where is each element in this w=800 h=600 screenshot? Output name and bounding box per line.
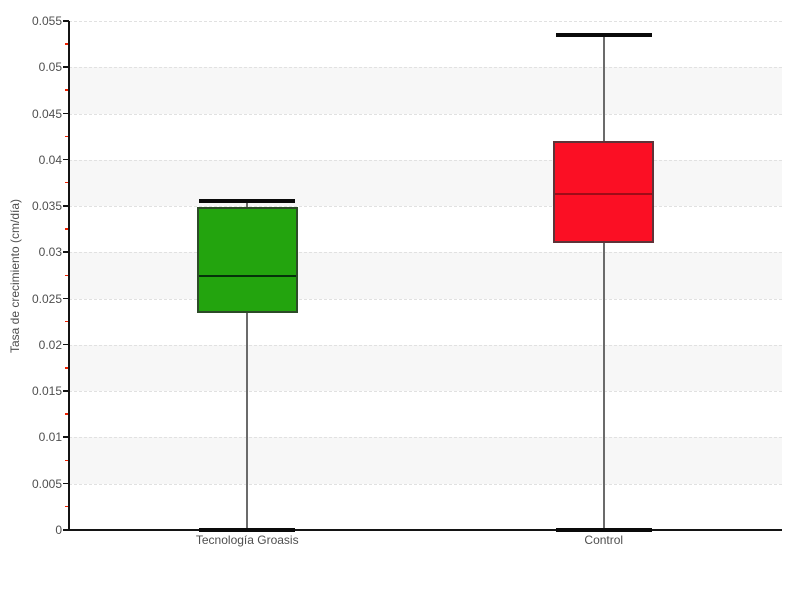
plot-band: [69, 437, 782, 484]
whisker-line: [602, 34, 605, 530]
y-major-tick: [63, 297, 69, 300]
y-tick-label: 0.055: [31, 14, 62, 28]
y-minor-tick: [65, 89, 68, 91]
gridline: [69, 159, 782, 161]
gridline: [69, 391, 782, 393]
y-tick-label: 0.05: [38, 60, 62, 75]
y-major-tick: [63, 343, 69, 346]
gridline: [69, 437, 782, 439]
y-minor-tick: [65, 228, 68, 230]
whisker-cap-high: [555, 32, 652, 37]
y-tick-label: 0.035: [31, 199, 62, 214]
gridline: [69, 113, 782, 115]
median-line: [555, 193, 653, 196]
x-category-label: Control: [584, 533, 624, 547]
y-minor-tick: [65, 459, 68, 462]
y-major-tick: [63, 436, 69, 438]
y-major-tick: [63, 482, 69, 485]
y-tick-label: 0.045: [31, 106, 62, 121]
plot-band: [69, 67, 782, 114]
y-major-tick: [63, 66, 69, 68]
box: [553, 141, 655, 244]
y-tick-label: 0: [55, 523, 62, 537]
y-major-tick: [63, 529, 69, 531]
plot-band: [69, 159, 782, 207]
y-tick-label: 0.01: [38, 430, 62, 445]
y-minor-tick: [65, 413, 68, 415]
plot-band: [69, 252, 782, 299]
y-tick-label: 0.03: [38, 245, 62, 260]
whisker-cap-low: [199, 528, 296, 532]
y-minor-tick: [65, 274, 68, 276]
gridline: [69, 483, 782, 485]
gridline: [69, 298, 782, 300]
gridline: [69, 252, 782, 254]
gridline: [69, 67, 782, 69]
y-major-tick: [63, 205, 69, 207]
y-major-tick: [63, 112, 69, 115]
y-tick-label: 0.02: [38, 337, 62, 352]
y-minor-tick: [65, 320, 68, 323]
plot-band: [69, 344, 782, 392]
y-minor-tick: [65, 181, 68, 184]
y-tick-label: 0.015: [31, 384, 62, 399]
y-tick-label: 0.04: [38, 152, 62, 167]
x-axis-line: [68, 529, 782, 531]
whisker-cap-high: [199, 199, 296, 204]
y-major-tick: [63, 158, 69, 161]
whisker-line: [246, 201, 249, 530]
gridline: [69, 21, 782, 22]
y-minor-tick: [65, 135, 68, 138]
box: [196, 207, 298, 313]
y-axis-line: [68, 21, 70, 530]
y-minor-tick: [65, 505, 68, 508]
y-minor-tick: [65, 43, 68, 45]
gridline: [69, 206, 782, 208]
y-tick-label: 0.005: [31, 476, 62, 491]
y-major-tick: [63, 390, 69, 392]
y-major-tick: [63, 20, 69, 22]
gridline: [69, 344, 782, 346]
whisker-cap-low: [555, 528, 652, 532]
y-major-tick: [63, 251, 69, 253]
y-minor-tick: [65, 367, 68, 369]
x-category-label: Tecnología Groasis: [195, 533, 299, 547]
y-tick-label: 0.025: [31, 291, 62, 306]
median-line: [198, 275, 296, 278]
